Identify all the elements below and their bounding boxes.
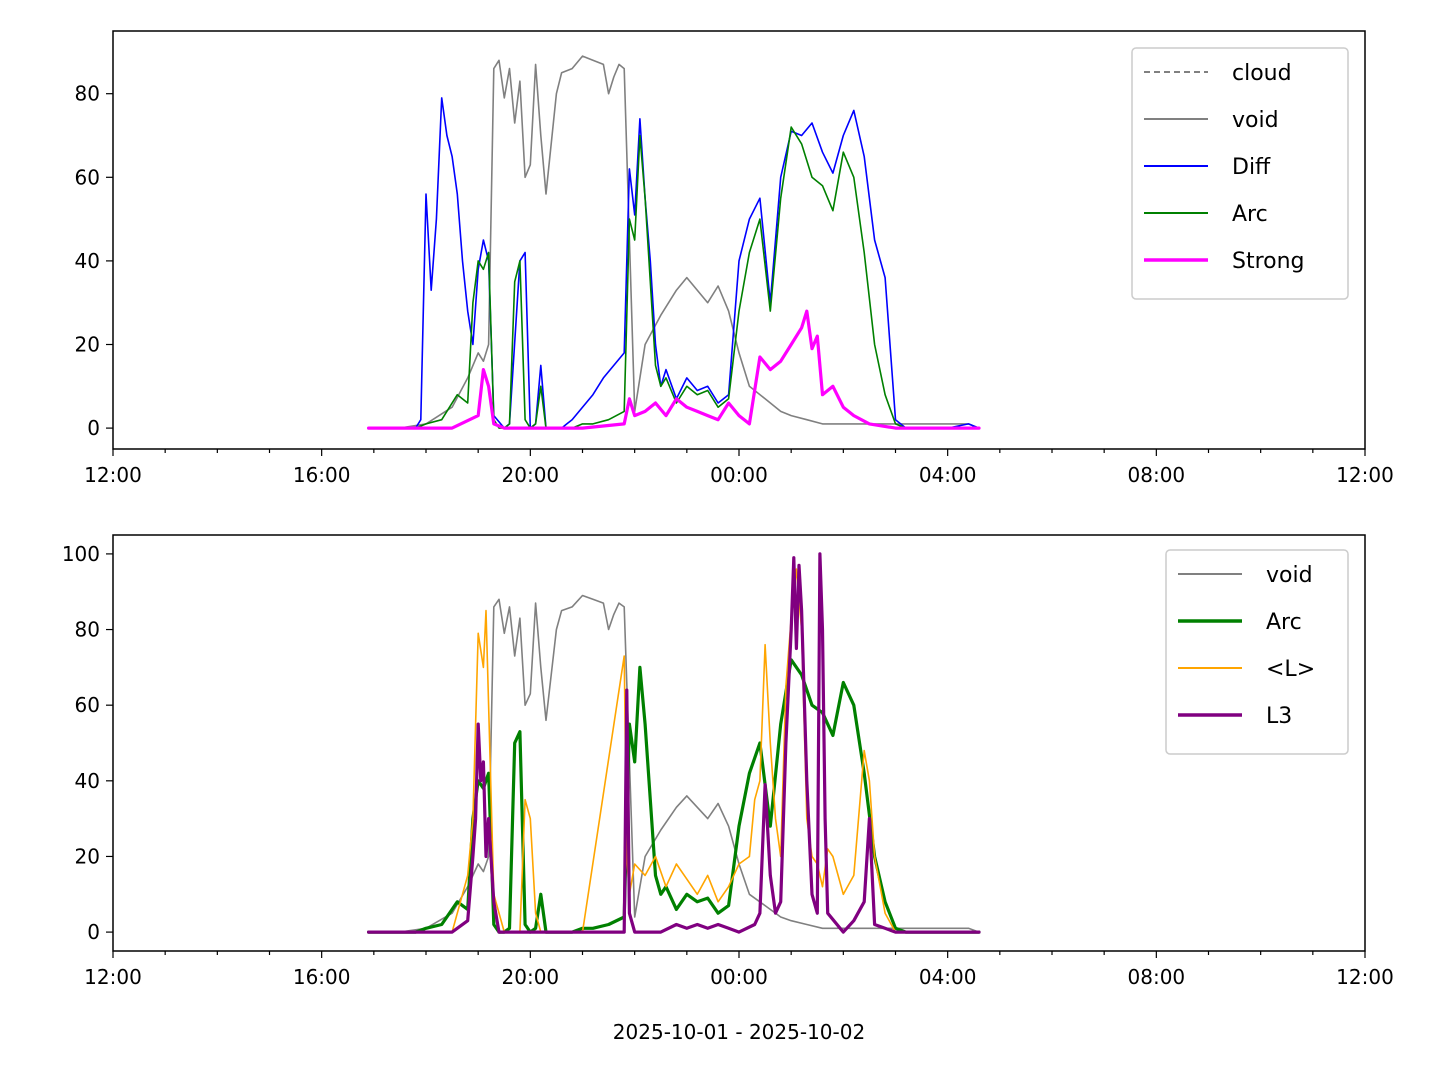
bottom-chart-y-tick-label: 40: [75, 769, 100, 793]
bottom-chart-series-arc: [367, 658, 981, 934]
top-chart-x-tick-label: 20:00: [502, 463, 560, 487]
bottom-chart-x-tick-label: 12:00: [1336, 965, 1394, 989]
top-chart-x-tick-label: 12:00: [1336, 463, 1394, 487]
bottom-chart-legend-box: [1165, 549, 1349, 755]
bottom-chart-axes: 12:00 16:00 20:00 00:00 04:00 08:00 12:00 0 20 40…: [62, 542, 1394, 989]
bottom-chart-series: [367, 552, 981, 934]
top-chart-x-tick-label: 00:00: [710, 463, 768, 487]
bottom-chart-x-tick-label: 00:00: [710, 965, 768, 989]
top-chart-series-strong: [367, 309, 981, 430]
top-chart-x-tick-label: 12:00: [84, 463, 142, 487]
top-chart: 12:00 16:00 20:00 00:00 04:00 08:00 12:00 0 20 40…: [75, 30, 1394, 487]
top-chart-series-void: [367, 55, 980, 429]
bottom-chart-y-tick-label: 80: [75, 618, 100, 642]
bottom-chart-series-void: [367, 594, 980, 933]
top-chart-y-tick-label: 40: [75, 249, 100, 273]
bottom-chart-y-tick-label: 100: [62, 542, 100, 566]
x-axis-label: 2025-10-01 - 2025-10-02: [613, 1020, 865, 1044]
bottom-chart-legend-label: <L>: [1266, 657, 1315, 682]
top-chart-legend-box: [1131, 47, 1349, 300]
bottom-chart-legend-label: L3: [1266, 704, 1292, 729]
top-chart-y-tick-label: 0: [87, 416, 100, 440]
top-chart-y-tick-label: 80: [75, 82, 100, 106]
top-chart-legend-label: Strong: [1232, 249, 1305, 274]
top-chart-legend-label: Diff: [1232, 155, 1271, 180]
bottom-chart-x-tick-label: 20:00: [502, 965, 560, 989]
bottom-chart-x-tick-label: 12:00: [84, 965, 142, 989]
bottom-chart: 12:00 16:00 20:00 00:00 04:00 08:00 12:00 0 20 40…: [62, 534, 1394, 989]
bottom-chart-legend-label: void: [1266, 563, 1313, 588]
top-chart-legend: cloud void Diff Arc Strong: [1131, 47, 1349, 300]
bottom-chart-y-tick-label: 60: [75, 693, 100, 717]
bottom-chart-x-tick-label: 04:00: [919, 965, 977, 989]
bottom-chart-legend: void Arc <L> L3: [1165, 549, 1349, 755]
top-chart-x-tick-label: 16:00: [293, 463, 351, 487]
bottom-chart-x-tick-label: 16:00: [293, 965, 351, 989]
top-chart-legend-label: cloud: [1232, 61, 1292, 86]
bottom-chart-legend-label: Arc: [1266, 610, 1302, 635]
bottom-chart-y-tick-label: 0: [87, 920, 100, 944]
top-chart-x-tick-label: 04:00: [919, 463, 977, 487]
top-chart-y-tick-label: 20: [75, 333, 100, 357]
bottom-chart-x-tick-label: 08:00: [1128, 965, 1186, 989]
bottom-chart-y-tick-label: 20: [75, 844, 100, 868]
top-chart-series-arc: [367, 126, 980, 429]
bottom-chart-series-l3: [367, 552, 981, 934]
top-chart-legend-label: void: [1232, 108, 1279, 133]
top-chart-series-diff: [367, 97, 980, 429]
top-chart-series: [367, 55, 981, 430]
top-chart-y-tick-label: 60: [75, 165, 100, 189]
top-chart-legend-label: Arc: [1232, 202, 1268, 227]
top-chart-x-tick-label: 08:00: [1128, 463, 1186, 487]
top-chart-axes: 12:00 16:00 20:00 00:00 04:00 08:00 12:00 0 20 40…: [75, 82, 1394, 487]
